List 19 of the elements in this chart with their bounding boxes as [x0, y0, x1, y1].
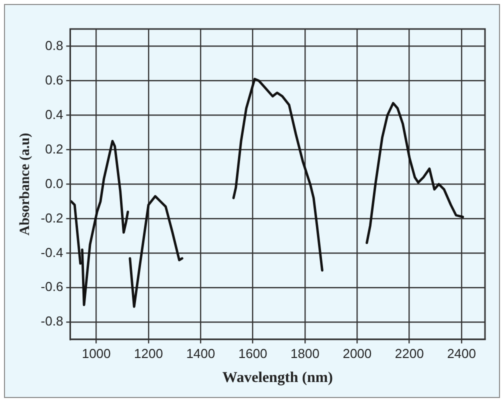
y-tick-label: 0.2 [45, 141, 64, 156]
x-tick-label: 1800 [290, 346, 320, 361]
y-tick-label: 0.8 [45, 38, 64, 53]
x-tick-label: 1600 [238, 346, 268, 361]
y-tick-label: -0.4 [40, 244, 64, 260]
y-tick-label: -0.6 [40, 279, 64, 294]
y-tick-label: 0.4 [45, 106, 64, 122]
y-tick-label: -0.8 [40, 314, 64, 329]
x-tick-label: 2200 [394, 346, 424, 361]
x-tick-label: 1400 [186, 346, 216, 361]
y-tick-label: 0.0 [45, 176, 64, 191]
x-tick-label: 1200 [134, 346, 163, 361]
y-axis-title: Absorbance (a.u) [18, 132, 34, 236]
x-tick-label: 1000 [82, 346, 111, 361]
x-tick-label: 2400 [447, 346, 476, 361]
x-tick-label: 2000 [342, 346, 372, 361]
y-tick-label: -0.2 [40, 210, 64, 226]
y-tick-label: 0.6 [45, 72, 64, 88]
x-axis-title: Wavelength (nm) [222, 370, 333, 386]
